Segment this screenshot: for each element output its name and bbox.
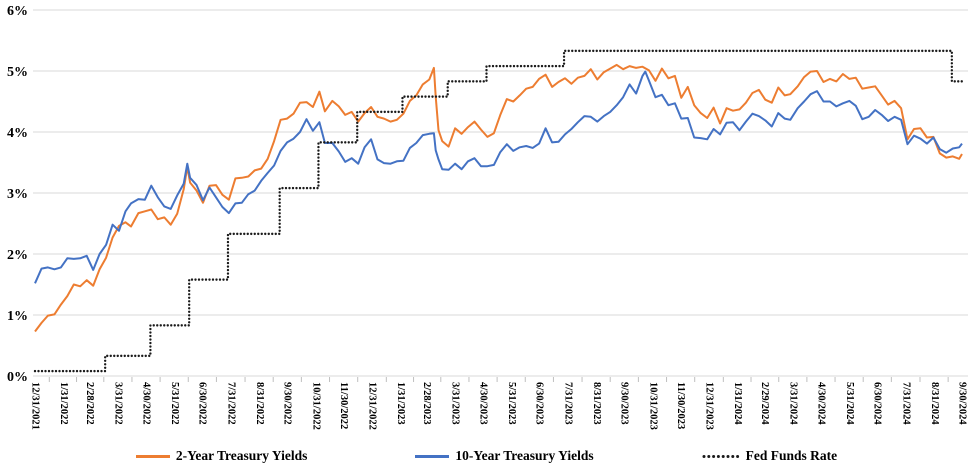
x-axis-tick-label: 1/31/2022: [58, 382, 69, 425]
legend-label-fed-funds: Fed Funds Rate: [745, 448, 838, 463]
x-axis-tick-label: 7/31/2023: [562, 382, 573, 425]
x-axis-tick-label: 7/31/2022: [225, 382, 236, 425]
x-axis-tick-label: 8/31/2022: [254, 382, 265, 425]
legend-label-10-year: 10-Year Treasury Yields: [455, 448, 594, 463]
fed-funds-dotted-swatch-icon: [702, 454, 740, 458]
x-axis-tick-label: 6/30/2022: [197, 382, 208, 425]
legend-item-2-year[interactable]: 2-Year Treasury Yields: [135, 448, 308, 464]
x-axis-tick-label: 8/31/2024: [929, 382, 940, 425]
chart-legend: 2-Year Treasury Yields 10-Year Treasury …: [0, 448, 973, 464]
y-axis-tick-label: 3%: [7, 187, 28, 202]
y-axis-tick-label: 5%: [7, 65, 28, 80]
x-axis-tick-label: 8/31/2023: [591, 382, 602, 425]
x-axis-tick-label: 11/30/2022: [338, 382, 349, 429]
x-axis-tick-label: 5/31/2022: [169, 382, 180, 425]
x-axis-tick-label: 2/28/2023: [421, 382, 432, 425]
x-axis-tick-label: 6/30/2024: [872, 382, 883, 425]
y-axis-tick-label: 0%: [7, 370, 28, 385]
x-axis-tick-label: 4/30/2022: [140, 382, 151, 425]
series-line-2-year-treasury-yields[interactable]: [34, 63, 963, 333]
series-line-10-year-treasury-yields[interactable]: [34, 70, 963, 284]
y-axis-tick-label: 4%: [7, 126, 28, 141]
legend-item-10-year[interactable]: 10-Year Treasury Yields: [415, 448, 594, 464]
x-axis-tick-label: 12/31/2021: [30, 382, 41, 430]
2-year-line-swatch-icon: [135, 454, 170, 458]
legend-label-2-year: 2-Year Treasury Yields: [175, 448, 308, 463]
legend-item-fed-funds[interactable]: Fed Funds Rate: [702, 448, 838, 464]
series-line-fed-funds-rate[interactable]: [33, 49, 964, 373]
x-axis-tick-label: 10/31/2022: [310, 382, 321, 430]
x-axis-tick-label: 9/30/2024: [957, 382, 968, 425]
x-axis-tick-label: 12/31/2022: [367, 382, 378, 430]
y-axis-tick-label: 6%: [7, 4, 28, 19]
y-axis-tick-label: 1%: [7, 309, 28, 324]
x-axis-tick-label: 10/31/2023: [647, 382, 658, 430]
x-axis-tick-label: 5/31/2023: [506, 382, 517, 425]
x-axis-tick-label: 7/31/2024: [900, 382, 911, 425]
x-axis-tick-label: 3/31/2024: [788, 382, 799, 425]
x-axis-tick-label: 6/30/2023: [534, 382, 545, 425]
x-axis-tick-label: 9/30/2022: [282, 382, 293, 425]
y-axis-tick-label: 2%: [7, 248, 28, 263]
x-axis-tick-label: 9/30/2023: [619, 382, 630, 425]
x-axis-tick-label: 12/31/2023: [704, 382, 715, 430]
x-axis-tick-label: 2/28/2022: [84, 382, 95, 425]
x-axis-tick-label: 1/31/2023: [395, 382, 406, 425]
x-axis-tick-label: 1/31/2024: [732, 382, 743, 425]
x-axis-tick-label: 2/29/2024: [759, 382, 770, 425]
x-axis-tick-label: 11/30/2023: [675, 382, 686, 429]
x-axis-tick-label: 3/31/2022: [113, 382, 124, 425]
10-year-line-swatch-icon: [415, 454, 450, 458]
x-axis-tick-label: 5/31/2024: [844, 382, 855, 425]
x-axis-tick-label: 4/30/2023: [477, 382, 488, 425]
x-axis-tick-label: 4/30/2024: [815, 382, 826, 425]
x-axis-tick-label: 3/31/2023: [450, 382, 461, 425]
